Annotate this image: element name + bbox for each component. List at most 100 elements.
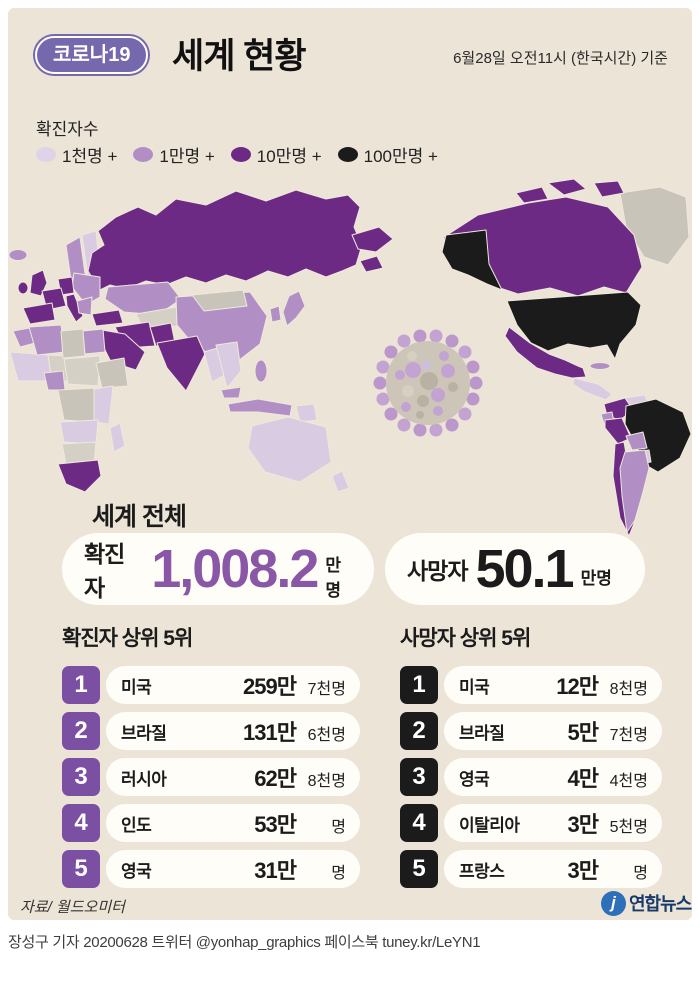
value-main: 12만: [556, 674, 599, 699]
map-region-madagascar: [109, 422, 126, 453]
table-row: 2 브라질 131만 6천명: [62, 712, 360, 750]
coronavirus-illustration: [373, 329, 483, 437]
map-region-korea: [269, 305, 282, 323]
country-name: 이탈리아: [459, 815, 520, 835]
country-value: 4만 4천명: [542, 761, 648, 793]
map-region-egypt: [82, 328, 106, 355]
value-main: 3만: [567, 812, 599, 837]
legend-label: 1천명 +: [62, 147, 118, 166]
value-main: 259만: [243, 674, 297, 699]
yonhap-logo-icon: j: [601, 890, 626, 916]
country-name: 브라질: [121, 723, 167, 743]
legend: 1천명 + 1만명 + 10만명 + 100만명 +: [36, 142, 438, 167]
rank-badge: 5: [62, 850, 100, 888]
country-value: 12만 8천명: [542, 669, 648, 701]
table-row: 1 미국 259만 7천명: [62, 666, 360, 704]
country-name: 브라질: [459, 723, 505, 743]
country-value: 53만 명: [208, 807, 346, 839]
legend-item: 10만명 +: [230, 142, 322, 167]
rank-row-pill: 인도 53만 명: [106, 804, 360, 842]
byline: 장성구 기자 20200628 트위터 @yonhap_graphics 페이스…: [8, 934, 481, 951]
value-suffix: 8천명: [307, 773, 346, 790]
map-region-indochina: [215, 341, 242, 389]
confirmed-value: 1,008.2: [151, 539, 319, 599]
value-suffix: 7천명: [609, 727, 648, 744]
map-region-algeria: [28, 324, 66, 356]
page-title: 세계 현황: [172, 37, 307, 76]
country-value: 31만 명: [208, 853, 346, 885]
value-suffix: 명: [633, 865, 648, 882]
publisher-logo: j 연합뉴스: [601, 890, 692, 916]
map-region-east-africa: [93, 385, 114, 425]
rank-badge: 1: [62, 666, 100, 704]
map-region-new-zealand: [331, 470, 350, 493]
country-value: 5만 7천명: [542, 715, 648, 747]
table-row: 5 프랑스 3만 명: [400, 850, 662, 888]
map-region-congo: [57, 387, 97, 423]
table-row: 4 인도 53만 명: [62, 804, 360, 842]
value-main: 31만: [254, 858, 297, 883]
country-value: 3만 명: [542, 853, 648, 885]
country-name: 미국: [121, 677, 152, 697]
map-region-malaysia: [220, 386, 242, 399]
deaths-unit: 만명: [580, 568, 612, 588]
confirmed-unit: 만명: [325, 556, 342, 600]
americas: [351, 178, 692, 537]
confirmed-label: 확진자: [84, 541, 125, 601]
map-region-balkans: [76, 296, 93, 316]
legend-swatch: [230, 147, 251, 162]
map-region-turkey: [91, 309, 124, 327]
legend-item: 100만명 +: [337, 142, 438, 167]
country-name: 미국: [459, 677, 490, 697]
table-row: 3 영국 4만 4천명: [400, 758, 662, 796]
map-region-indonesia: [227, 398, 293, 417]
confirmed-top5-table: 확진자 상위 5위 1 미국 259만 7천명 2 브라질 131만 6천명 3 러시아 62만 8천…: [62, 622, 360, 896]
map-region-philippines: [254, 359, 268, 383]
timestamp: 6월28일 오전11시 (한국시간) 기준: [453, 50, 668, 67]
country-value: 131만 6천명: [208, 715, 346, 747]
map-region-iberia: [22, 302, 56, 325]
map-region-peru: [604, 417, 632, 445]
value-main: 3만: [567, 858, 599, 883]
map-region-mexico: [504, 326, 587, 379]
rank-row-pill: 영국 4만 4천명: [444, 758, 662, 796]
rank-badge: 3: [400, 758, 438, 796]
value-main: 53만: [254, 812, 297, 837]
value-suffix: 7천명: [307, 681, 346, 698]
world-total-heading: 세계 전체: [92, 503, 187, 531]
table-row: 4 이탈리아 3만 5천명: [400, 804, 662, 842]
table-row: 3 러시아 62만 8천명: [62, 758, 360, 796]
country-value: 259만 7천명: [208, 669, 346, 701]
country-name: 영국: [121, 861, 152, 881]
legend-label: 100만명 +: [363, 147, 438, 166]
map-region-chukotka-2: [359, 255, 384, 273]
country-name: 인도: [121, 815, 152, 835]
rank-row-pill: 프랑스 3만 명: [444, 850, 662, 888]
rank-badge: 4: [62, 804, 100, 842]
value-suffix: 6천명: [307, 727, 346, 744]
map-region-mongolia: [191, 289, 248, 312]
map-region-arctic-island-3: [515, 186, 549, 204]
rank-badge: 2: [62, 712, 100, 750]
rank-badge: 4: [400, 804, 438, 842]
rank-row-pill: 브라질 131만 6천명: [106, 712, 360, 750]
deaths-label: 사망자: [407, 558, 468, 584]
map-region-italy: [65, 293, 84, 323]
deaths-top5-table: 사망자 상위 5위 1 미국 12만 8천명 2 브라질 5만 7천명 3 영국 4만 4천명 4 이탈리…: [400, 622, 662, 896]
legend-label: 10만명 +: [256, 147, 322, 166]
map-region-nigeria: [43, 370, 66, 391]
confirmed-total-pill: 확진자 1,008.2 만명: [62, 533, 374, 605]
legend-item: 1만명 +: [133, 142, 215, 167]
value-suffix: 5천명: [609, 819, 648, 836]
map-region-russia: [87, 189, 363, 291]
country-name: 영국: [459, 769, 490, 789]
map-region-south-africa: [57, 459, 102, 493]
legend-swatch: [337, 147, 358, 162]
map-region-central-america: [572, 377, 613, 401]
publisher-name: 연합뉴스: [629, 894, 692, 914]
map-region-sudan: [63, 355, 101, 387]
value-main: 5만: [567, 720, 599, 745]
legend-item: 1천명 +: [36, 142, 117, 167]
map-region-japan: [282, 290, 306, 327]
